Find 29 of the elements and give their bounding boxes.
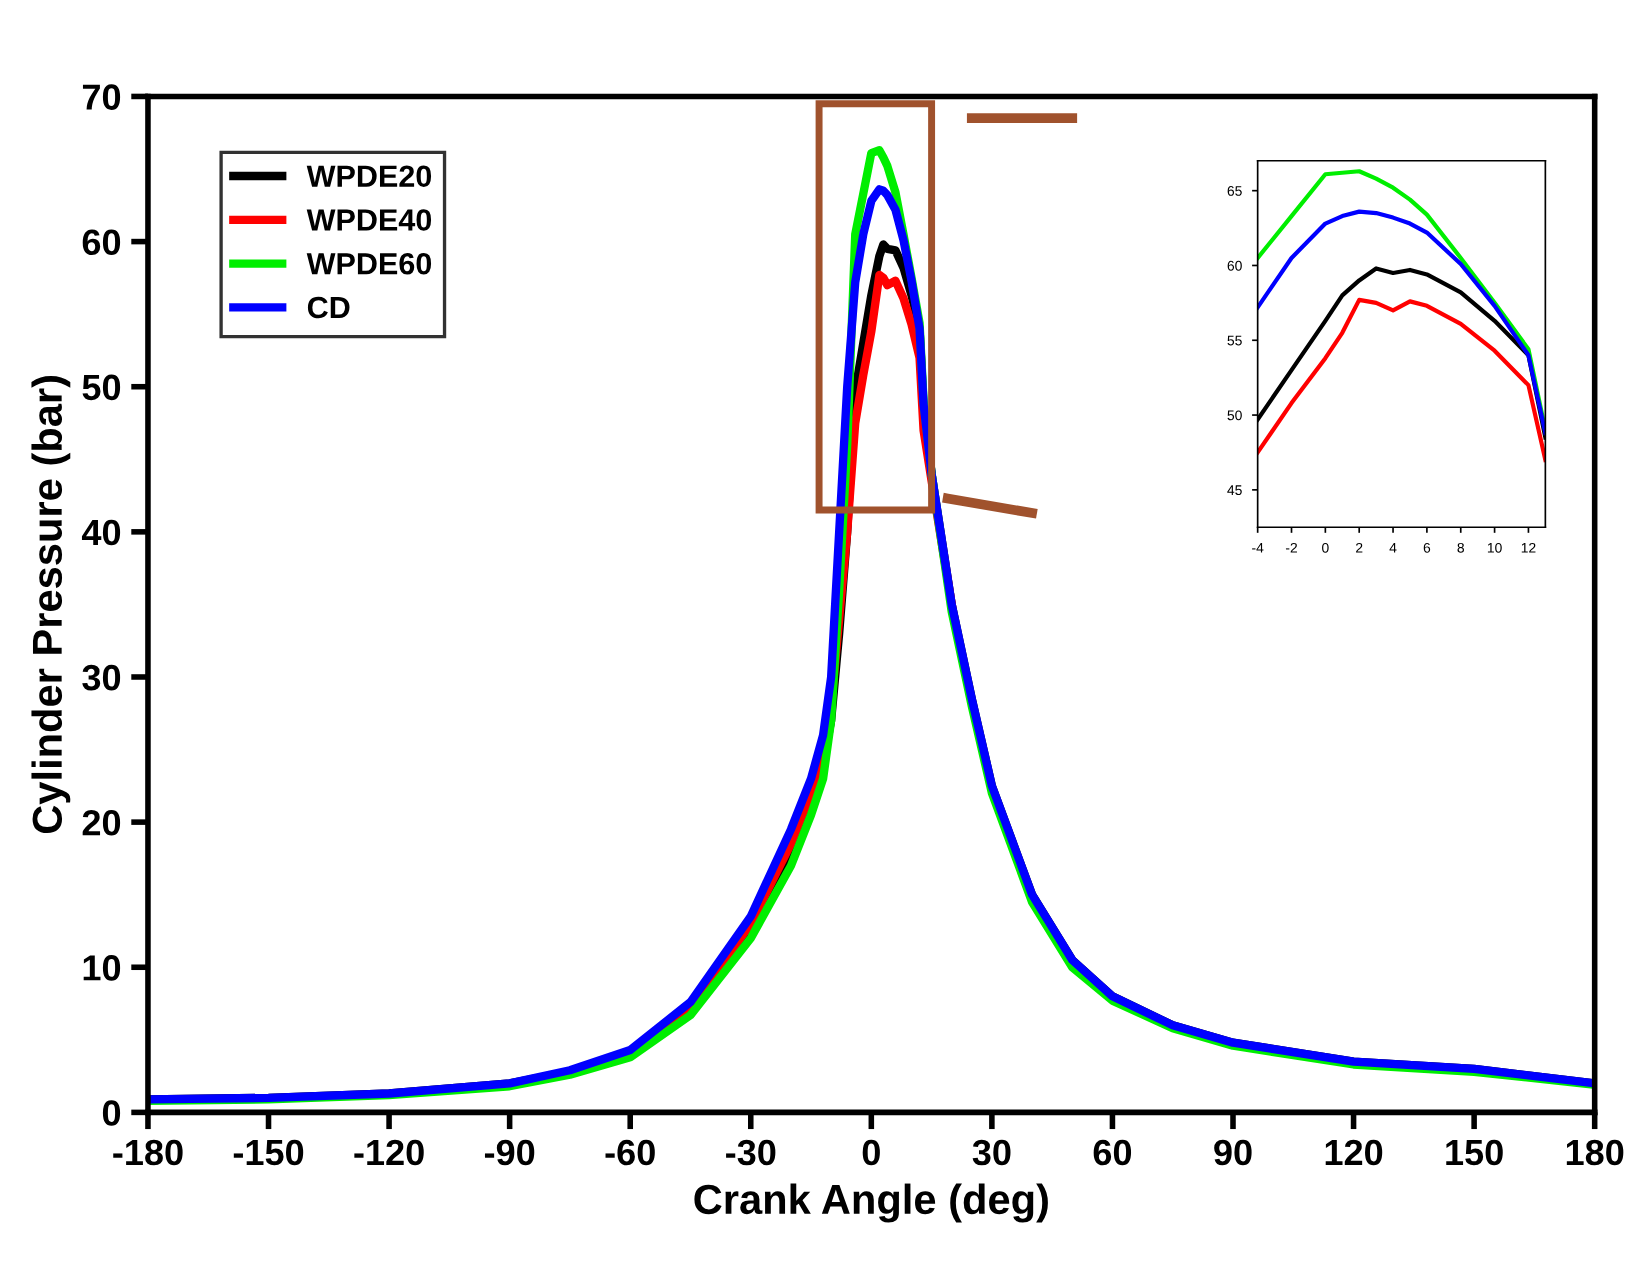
x-tick-label: 90 xyxy=(1214,1139,1252,1166)
y-tick-label: 60 xyxy=(82,229,121,256)
line-series xyxy=(1257,297,1546,463)
y-tick-label: 30 xyxy=(82,664,121,691)
line-series xyxy=(1257,209,1546,436)
y-tick-label: 10 xyxy=(83,955,121,981)
x-tick-label: -120 xyxy=(354,1139,424,1166)
legend-label: CD xyxy=(307,296,350,319)
legend-label: WPDE60 xyxy=(306,252,432,275)
y-tick-label: 70 xyxy=(82,84,121,110)
x-tick-label: 180 xyxy=(1566,1139,1624,1166)
legend-label: WPDE20 xyxy=(306,165,432,188)
y-axis-title: Cylinder Pressure (bar) xyxy=(31,376,71,834)
x-tick-label: -90 xyxy=(484,1139,535,1166)
y-tick-label: 0 xyxy=(102,1100,121,1126)
x-tick-label: -60 xyxy=(605,1139,655,1166)
y-tick-label: 50 xyxy=(82,374,121,401)
x-axis-title: Crank Angle (deg) xyxy=(694,1183,1048,1223)
x-tick-label: -150 xyxy=(233,1139,304,1166)
x-tick-label: 150 xyxy=(1446,1139,1503,1166)
x-tick-label: 30 xyxy=(972,1139,1011,1166)
x-tick-label: 0 xyxy=(862,1139,880,1166)
x-tick-label: -180 xyxy=(113,1139,183,1166)
x-tick-label: -30 xyxy=(726,1139,776,1166)
y-tick-label: 20 xyxy=(82,809,121,836)
x-tick-label: 120 xyxy=(1325,1139,1383,1166)
legend-label: WPDE40 xyxy=(306,209,432,231)
y-tick-label: 40 xyxy=(81,519,121,546)
x-tick-label: 60 xyxy=(1093,1139,1132,1166)
